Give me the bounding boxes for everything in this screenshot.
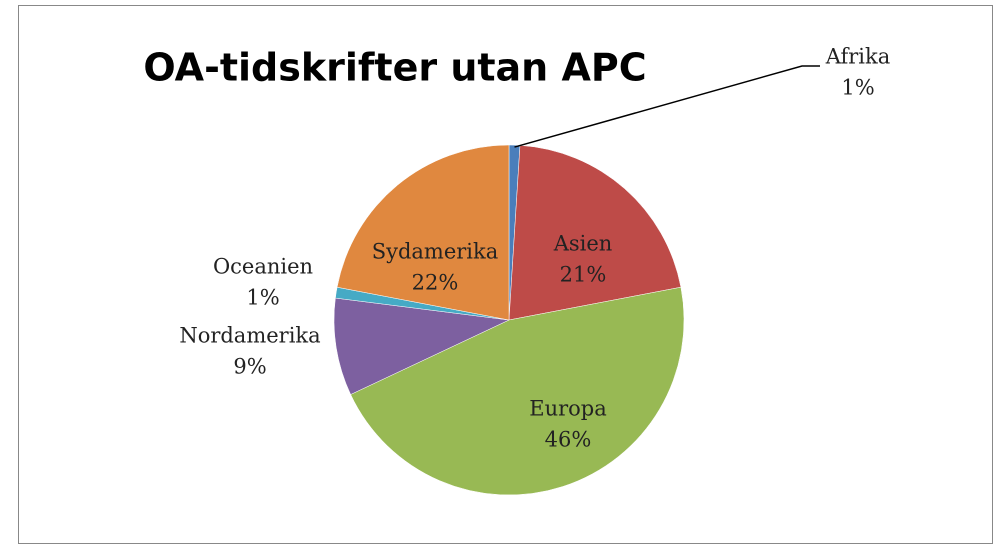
slice-label: Afrika bbox=[825, 45, 891, 69]
slice-value-label: 22% bbox=[412, 271, 459, 295]
pie-slice bbox=[336, 144, 510, 321]
slice-label: Europa bbox=[529, 397, 607, 421]
slice-value-label: 1% bbox=[841, 76, 874, 100]
chart-title: OA-tidskrifter utan APC bbox=[143, 46, 646, 90]
pie-slice bbox=[508, 145, 682, 321]
slice-value-label: 9% bbox=[233, 355, 266, 379]
slice-label: Oceanien bbox=[213, 255, 313, 279]
slice-value-label: 1% bbox=[246, 286, 279, 310]
slice-label: Sydamerika bbox=[372, 240, 499, 264]
slice-value-label: 46% bbox=[545, 428, 592, 452]
pie-slice bbox=[350, 286, 685, 496]
pie-slice bbox=[333, 297, 510, 395]
slice-label: Nordamerika bbox=[179, 324, 320, 348]
slice-label: Asien bbox=[553, 232, 613, 256]
leader-line bbox=[514, 65, 820, 148]
slice-value-label: 21% bbox=[560, 263, 607, 287]
